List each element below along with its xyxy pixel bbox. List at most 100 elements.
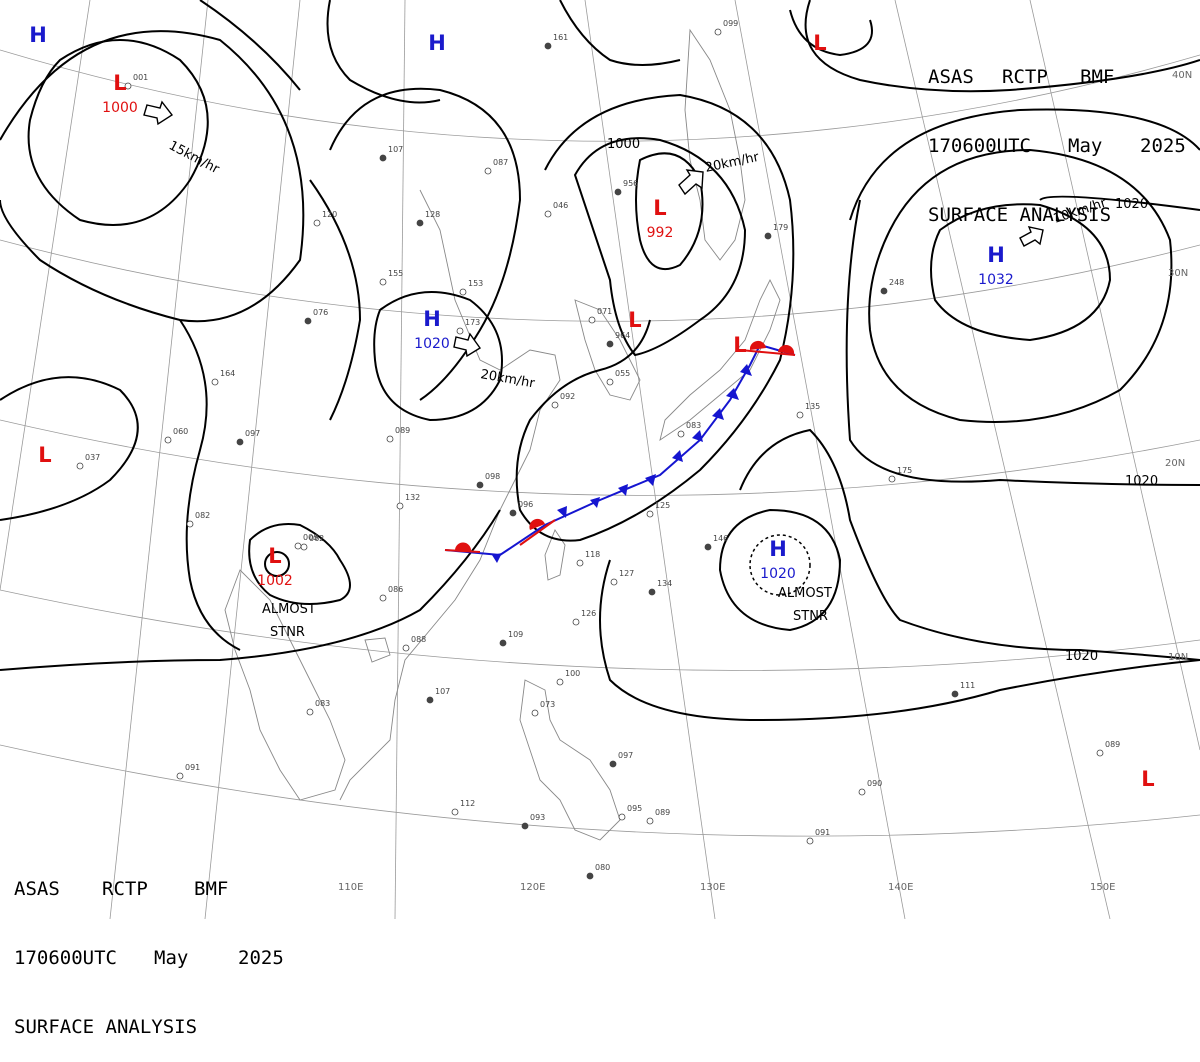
header-text: RCTP — [102, 878, 148, 900]
station-observation: 100 — [556, 669, 580, 686]
parallel-40n — [0, 49, 1200, 142]
lon-label: 140E — [888, 882, 913, 893]
header-text: ASAS — [928, 66, 974, 88]
taiwan-coast — [544, 529, 566, 581]
cold-front-triangle — [492, 553, 502, 563]
station-dot — [294, 542, 302, 550]
station-observation: 093 — [521, 813, 545, 830]
station-pressure: 112 — [460, 799, 475, 808]
coastlines — [224, 28, 781, 841]
meridian-90e — [0, 0, 91, 591]
station-dot — [379, 594, 387, 602]
station-observation: 107 — [379, 145, 403, 162]
isobar-mid-south — [179, 319, 241, 651]
isobar-low-1002-inner — [248, 523, 351, 605]
header-text: May — [1068, 135, 1103, 157]
station-pressure: 091 — [185, 763, 200, 772]
station-observation: 956 — [614, 179, 638, 196]
pressure-center-value: 1020 — [414, 336, 450, 352]
meridian-120e — [394, 0, 406, 920]
station-pressure: 109 — [508, 630, 523, 639]
station-pressure: 097 — [245, 429, 260, 438]
station-dot — [677, 430, 685, 438]
station-pressure: 095 — [627, 804, 642, 813]
station-pressure: 076 — [313, 308, 328, 317]
motion-label: 20km/hr — [704, 150, 761, 176]
station-dot — [386, 435, 394, 443]
station-observation: 179 — [764, 223, 788, 240]
pressure-center-value: 1002 — [257, 573, 293, 589]
station-observation: 076 — [304, 308, 328, 325]
low-pressure-center: L — [1141, 767, 1154, 791]
high-pressure-center: H 1032 — [978, 243, 1014, 288]
station-dot — [858, 788, 866, 796]
motion-arrow — [453, 332, 482, 358]
header-text: BMF — [1080, 66, 1115, 88]
header-top-right: ASAS RCTP BMF 170600UTC May 2025 SURFACE… — [928, 20, 1186, 250]
station-dot — [618, 813, 626, 821]
station-dot — [306, 708, 314, 716]
station-pressure: 175 — [897, 466, 912, 475]
high-pressure-center: H 1020 — [760, 537, 796, 582]
meridian-150e — [894, 0, 1111, 920]
isobar-1020-east — [845, 195, 1200, 486]
station-observation: 248 — [880, 278, 904, 295]
isobar-label: 1020 — [1125, 474, 1158, 489]
isobar-top-mid — [199, 0, 441, 104]
station-observation: 155 — [379, 269, 403, 286]
cold-front-triangle — [618, 484, 628, 496]
station-pressure: 071 — [597, 307, 612, 316]
parallel-30n — [0, 239, 1200, 322]
station-dot — [304, 317, 312, 325]
header-text: ASAS — [14, 878, 60, 900]
pressure-center-symbol: L — [628, 308, 641, 332]
station-dot — [714, 28, 722, 36]
high-1020-ne-dotted — [749, 534, 811, 596]
station-pressure: 089 — [395, 426, 410, 435]
station-dot — [551, 401, 559, 409]
station-pressure: 089 — [1105, 740, 1120, 749]
pressure-center-symbol: L — [1141, 767, 1154, 791]
station-observation: 098 — [476, 472, 500, 489]
philippines-coast — [519, 679, 621, 841]
motion-arrow — [143, 100, 174, 126]
station-dot — [1096, 749, 1104, 757]
station-pressure: 092 — [560, 392, 575, 401]
station-pressure: 098 — [485, 472, 500, 481]
station-observation: 964 — [606, 331, 630, 348]
parallel-0 — [0, 744, 1200, 837]
motion-label: 20km/hr — [479, 367, 536, 391]
station-pressure: 153 — [468, 279, 483, 288]
pressure-center-symbol: L — [113, 71, 126, 95]
station-dot — [544, 42, 552, 50]
station-pressure: 083 — [686, 421, 701, 430]
low-pressure-center: L — [733, 333, 746, 357]
station-observation: 126 — [572, 609, 596, 626]
station-dot — [614, 188, 622, 196]
station-observation: 118 — [576, 550, 600, 567]
low-pressure-center: L — [38, 443, 51, 467]
isobar-low-1000 — [27, 39, 209, 226]
station-dot — [610, 578, 618, 586]
station-dot — [606, 340, 614, 348]
high-pressure-center: H — [428, 31, 446, 55]
warm-front-semicircle — [455, 542, 472, 551]
station-pressure: 164 — [220, 369, 235, 378]
station-observation: 095 — [618, 804, 642, 821]
station-dot — [609, 760, 617, 768]
meridian-100e — [109, 0, 209, 920]
station-observation: 073 — [531, 700, 555, 717]
station-observations: 161 099 001 107 087 046 956 120 155 128 153 173 076 1… — [76, 19, 1120, 880]
station-observation: 175 — [888, 466, 912, 483]
header-text: 170600UTC — [928, 135, 1031, 157]
station-pressure: 155 — [388, 269, 403, 278]
annotation: STNR — [270, 625, 305, 640]
station-pressure: 964 — [615, 331, 630, 340]
isobar-top-mid2 — [559, 0, 681, 66]
station-pressure: 134 — [657, 579, 672, 588]
header-text: BMF — [194, 878, 229, 900]
station-pressure: 107 — [388, 145, 403, 154]
station-pressure: 100 — [565, 669, 580, 678]
station-dot — [379, 278, 387, 286]
asia-coast — [339, 189, 561, 801]
